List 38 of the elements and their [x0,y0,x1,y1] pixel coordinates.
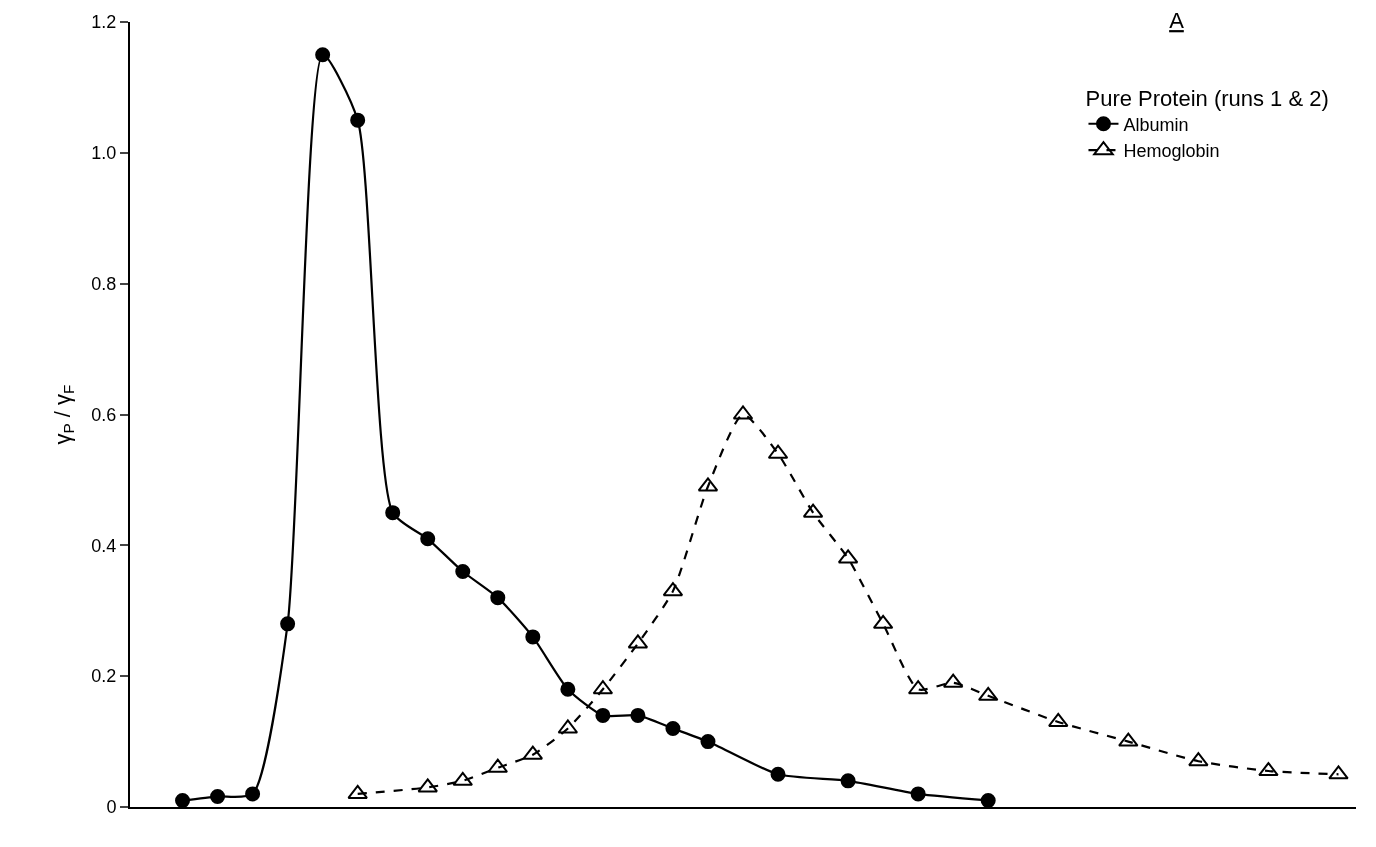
y-tick-label: 1.2 [91,12,117,33]
point [455,564,471,579]
point [525,629,541,645]
point [175,792,191,807]
point [1328,765,1349,780]
point [1188,752,1209,767]
point [315,47,331,63]
point [770,766,786,782]
y-tick-label: 0.8 [91,273,117,294]
point [630,707,646,723]
point [700,734,716,750]
point [210,789,226,805]
point [385,505,401,521]
point [840,773,856,789]
point [1048,712,1069,727]
point [490,590,506,606]
legend-label: Hemoglobin [1123,141,1220,162]
point [910,786,926,802]
y-tick-label: 1.0 [91,143,117,164]
point [1118,732,1139,747]
point [245,786,261,802]
chart-title: A [1169,8,1185,34]
point [347,784,368,799]
y-tick-label: 0.4 [91,535,117,556]
legend-label: Albumin [1123,114,1189,135]
point [980,792,996,807]
point [665,721,681,736]
y-tick-label: 0.2 [91,666,117,687]
y-tick-label: 0.6 [91,404,117,425]
point [280,616,296,632]
point [595,707,611,723]
point [417,778,438,793]
point [1258,762,1279,777]
point [350,112,366,128]
point [420,531,436,547]
point [560,681,576,697]
y-tick-label: 0 [106,797,117,818]
legend-title: Pure Protein (runs 1 & 2) [1085,85,1329,111]
